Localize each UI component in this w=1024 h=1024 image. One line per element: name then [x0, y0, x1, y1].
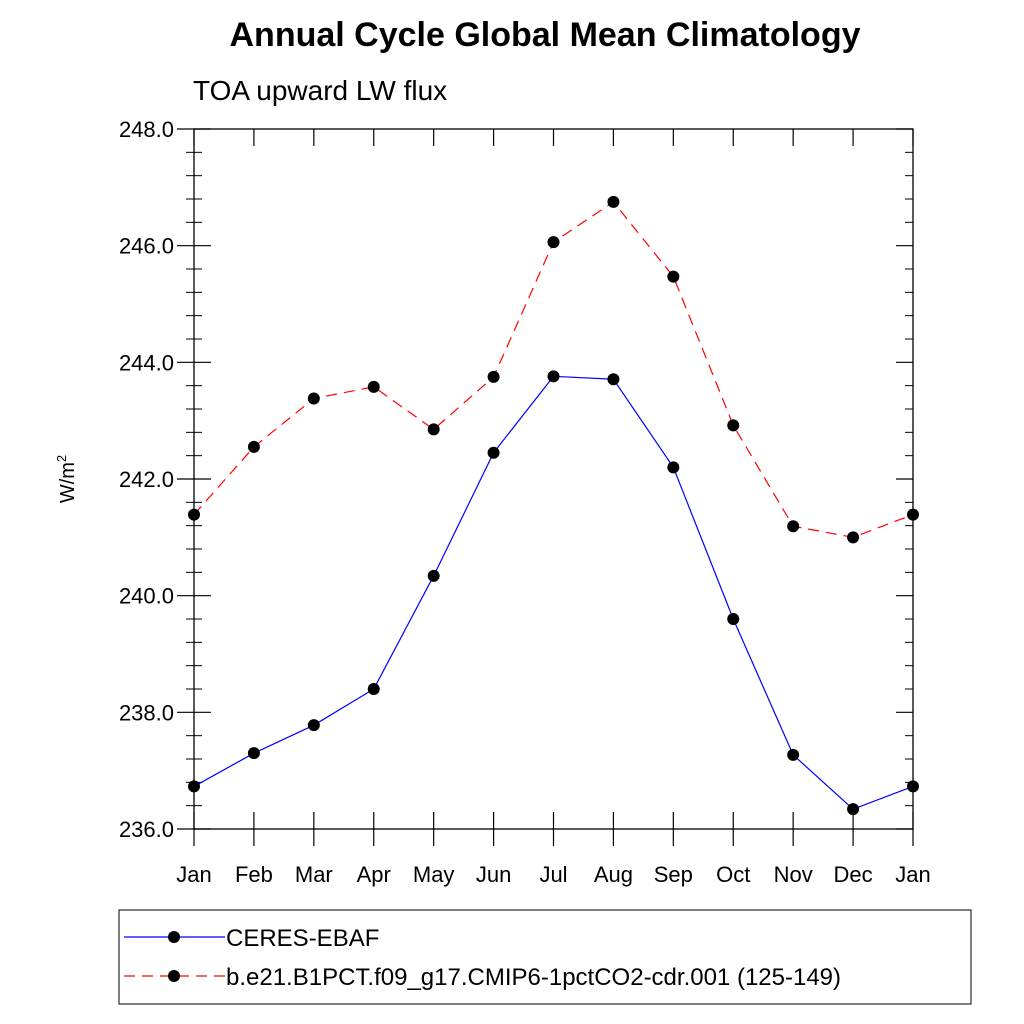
- series-0-point: [487, 446, 500, 459]
- x-tick-label: Aug: [594, 862, 633, 887]
- x-tick-label: Feb: [235, 862, 273, 887]
- series-1-point: [547, 236, 560, 249]
- series-1-point: [367, 380, 380, 393]
- x-tick-label: Nov: [774, 862, 813, 887]
- series-line-0: [193, 375, 914, 810]
- y-tick-label: 240.0: [119, 584, 174, 609]
- x-tick-label: Sep: [654, 862, 693, 887]
- series-1-point: [427, 423, 440, 436]
- x-tick-label: Jan: [176, 862, 211, 887]
- series-1-point: [307, 392, 320, 405]
- series-0-point: [367, 683, 380, 695]
- y-axis-label-exponent: 2: [54, 455, 69, 462]
- series-line-1: [193, 201, 914, 538]
- series-0-point: [847, 803, 860, 816]
- x-tick-label: Jun: [476, 862, 511, 887]
- x-tick-label: Dec: [834, 862, 873, 887]
- legend: CERES-EBAF b.e21.B1PCT.f09_g17.CMIP6-1pct…: [124, 925, 841, 991]
- y-axis-label: W/m2: [54, 455, 79, 503]
- series-1-point: [847, 531, 860, 544]
- y-tick-label: 242.0: [119, 467, 174, 492]
- series-1-point: [667, 270, 680, 283]
- chart-title: Annual Cycle Global Mean Climatology: [230, 16, 861, 54]
- series-1-point: [607, 195, 620, 208]
- series-1-point: [787, 520, 800, 533]
- legend-marker-0: [168, 931, 180, 943]
- series-layer: [188, 195, 919, 816]
- series-0-point: [607, 373, 620, 386]
- x-tick-label: Apr: [357, 862, 391, 887]
- legend-marker-1: [168, 970, 180, 982]
- x-tick-label: Mar: [295, 862, 333, 887]
- series-1-point: [907, 508, 919, 521]
- series-0-point: [547, 370, 560, 383]
- y-tick-label: 238.0: [119, 700, 174, 725]
- x-tick-label: Jan: [895, 862, 930, 887]
- y-axis: 236.0 238.0 240.0 242.0 244.0 246.0 248.0: [119, 117, 913, 842]
- legend-box: [118, 909, 972, 1005]
- series-0-point: [907, 780, 919, 793]
- series-0-point: [727, 613, 740, 625]
- series-0-point: [427, 569, 440, 582]
- legend-label-0: CERES-EBAF: [226, 925, 379, 952]
- series-0-point: [247, 747, 260, 760]
- y-tick-label: 246.0: [119, 234, 174, 259]
- chart-subtitle: TOA upward LW flux: [193, 75, 447, 106]
- x-tick-label: May: [413, 862, 455, 887]
- series-0-point: [307, 719, 320, 732]
- series-1-point: [247, 440, 260, 453]
- y-axis-label-unit: W/m: [57, 462, 79, 503]
- series-1-point: [188, 508, 200, 521]
- y-tick-label: 236.0: [119, 817, 174, 842]
- series-1-point: [727, 419, 740, 432]
- plot-frame: [193, 128, 914, 830]
- y-tick-label: 244.0: [119, 350, 174, 375]
- series-0-point: [188, 780, 200, 793]
- legend-label-1: b.e21.B1PCT.f09_g17.CMIP6-1pctCO2-cdr.00…: [226, 964, 841, 991]
- x-axis: Jan Feb Mar Apr May Jun Jul Aug Sep Oct Nov Dec Jan: [176, 129, 931, 887]
- series-0-point: [667, 461, 680, 474]
- series-0-point: [787, 748, 800, 761]
- y-tick-label: 248.0: [119, 117, 174, 142]
- series-1-point: [487, 370, 500, 383]
- x-tick-label: Jul: [539, 862, 567, 887]
- x-tick-label: Oct: [716, 862, 750, 887]
